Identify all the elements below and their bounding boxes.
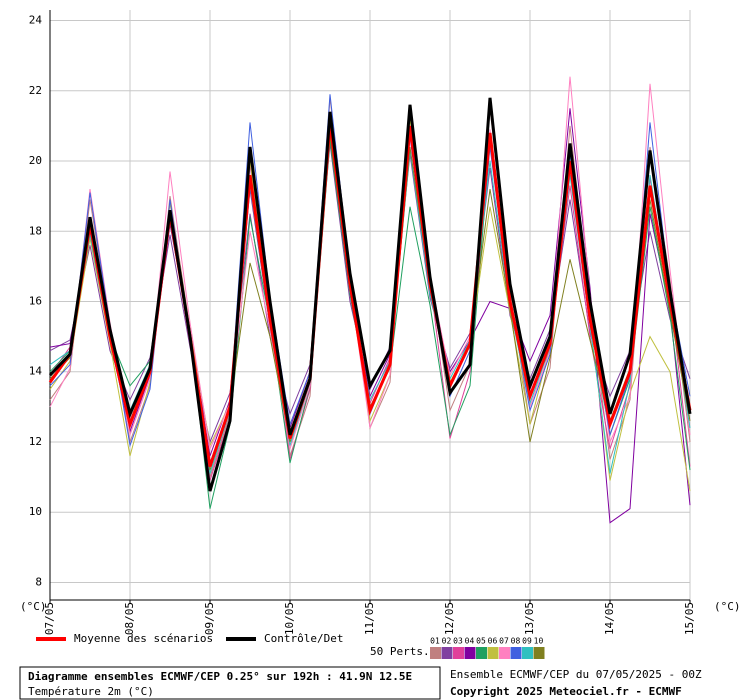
copyright: Copyright 2025 Meteociel.fr - ECMWF <box>450 685 682 698</box>
legend-swatch <box>487 647 499 659</box>
legend-swatch <box>510 647 522 659</box>
y-tick-label: 20 <box>29 154 42 167</box>
x-tick-label: 15/05 <box>683 602 696 635</box>
y-tick-label: 24 <box>29 14 43 27</box>
x-tick-label: 09/05 <box>203 602 216 635</box>
y-tick-label: 18 <box>29 224 42 237</box>
legend-swatch <box>441 647 453 659</box>
y-tick-label: 8 <box>35 575 42 588</box>
y-tick-label: 14 <box>29 365 43 378</box>
x-tick-label: 13/05 <box>523 602 536 635</box>
legend-label: 05 <box>476 637 486 646</box>
legend-label: 09 <box>522 637 532 646</box>
legend-label: 02 <box>442 637 452 646</box>
chart-title: Diagramme ensembles ECMWF/CEP 0.25° sur … <box>28 670 412 683</box>
title-box <box>19 666 441 700</box>
legend-swatch <box>522 647 533 659</box>
legend-swatch <box>476 647 487 659</box>
y-unit: (°C) <box>20 600 47 613</box>
legend-label: 10 <box>534 637 544 646</box>
y-tick-label: 12 <box>29 435 42 448</box>
series-line <box>48 97 692 492</box>
legend-swatch <box>430 647 441 659</box>
legend-label: Contrôle/Det <box>264 632 343 645</box>
legend-label: 07 <box>499 637 509 646</box>
y-tick-label: 10 <box>29 505 42 518</box>
x-tick-label: 11/05 <box>363 602 376 635</box>
legend-label: 03 <box>453 637 463 646</box>
y-tick-label: 22 <box>29 84 42 97</box>
legend-label: 04 <box>465 637 475 646</box>
legend-swatch <box>499 647 510 659</box>
legend-label: 08 <box>511 637 521 646</box>
x-tick-label: 10/05 <box>283 602 296 635</box>
x-tick-label: 14/05 <box>603 602 616 635</box>
y-unit: (°C) <box>714 600 740 613</box>
run-label: Ensemble ECMWF/CEP du 07/05/2025 - 00Z <box>450 668 702 681</box>
x-tick-label: 08/05 <box>123 602 136 635</box>
legend-swatch <box>453 647 464 659</box>
legend-swatch <box>464 647 476 659</box>
legend-swatch <box>533 647 545 659</box>
y-tick-label: 16 <box>29 294 42 307</box>
legend-label: Moyenne des scénarios <box>74 632 213 645</box>
perturbation-label: 50 Perts. <box>370 645 430 658</box>
x-tick-label: 07/05 <box>43 602 56 635</box>
legend-label: 01 <box>430 637 440 646</box>
legend-label: 06 <box>488 637 498 646</box>
chart-subtitle: Température 2m (°C) <box>28 685 154 698</box>
x-tick-label: 12/05 <box>443 602 456 635</box>
